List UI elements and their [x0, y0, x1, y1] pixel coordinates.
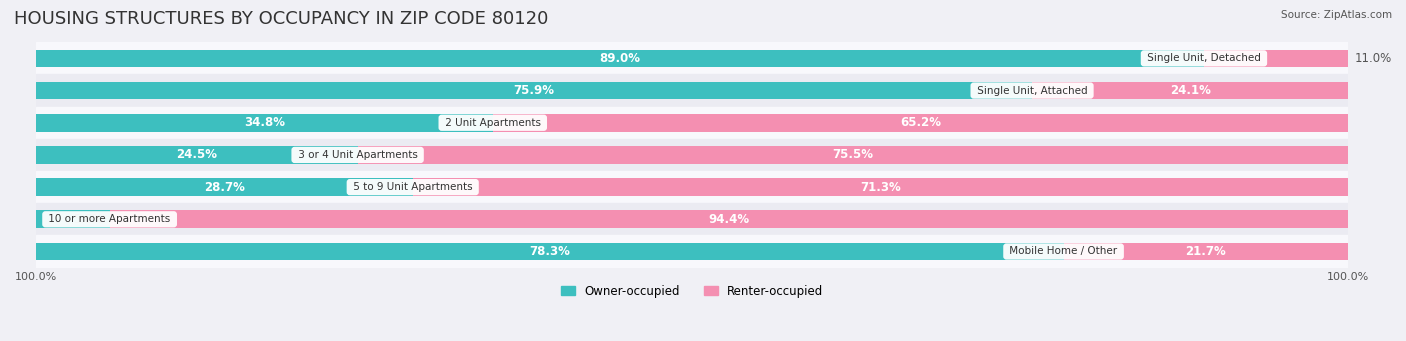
Bar [37, 243, 1063, 260]
Text: Mobile Home / Other: Mobile Home / Other [1007, 247, 1121, 256]
Bar [37, 139, 1348, 171]
Bar [37, 74, 1348, 107]
Bar [37, 203, 1348, 235]
Bar [37, 82, 1348, 100]
Text: 65.2%: 65.2% [900, 116, 941, 129]
Text: 2 Unit Apartments: 2 Unit Apartments [441, 118, 544, 128]
Text: 21.7%: 21.7% [1185, 245, 1226, 258]
Text: 24.5%: 24.5% [176, 148, 218, 161]
Text: 75.5%: 75.5% [832, 148, 873, 161]
Bar [357, 146, 1348, 164]
Bar [37, 42, 1348, 74]
Text: HOUSING STRUCTURES BY OCCUPANCY IN ZIP CODE 80120: HOUSING STRUCTURES BY OCCUPANCY IN ZIP C… [14, 10, 548, 28]
Bar [37, 243, 1348, 260]
Legend: Owner-occupied, Renter-occupied: Owner-occupied, Renter-occupied [557, 280, 828, 302]
Bar [37, 49, 1348, 67]
Bar [37, 178, 1348, 196]
Text: 78.3%: 78.3% [530, 245, 571, 258]
Text: 34.8%: 34.8% [245, 116, 285, 129]
Text: Single Unit, Detached: Single Unit, Detached [1144, 54, 1264, 63]
Bar [492, 114, 1348, 132]
Bar [37, 210, 1348, 228]
Text: 11.0%: 11.0% [1355, 52, 1392, 65]
Bar [1032, 82, 1348, 100]
Bar [37, 49, 1204, 67]
Text: 89.0%: 89.0% [599, 52, 641, 65]
Bar [1204, 49, 1348, 67]
Text: 5 to 9 Unit Apartments: 5 to 9 Unit Apartments [350, 182, 475, 192]
Text: 3 or 4 Unit Apartments: 3 or 4 Unit Apartments [294, 150, 420, 160]
Text: 5.6%: 5.6% [73, 213, 103, 226]
Text: Single Unit, Attached: Single Unit, Attached [973, 86, 1091, 95]
Bar [37, 82, 1032, 100]
Bar [37, 171, 1348, 203]
Bar [37, 107, 1348, 139]
Bar [37, 146, 1348, 164]
Bar [37, 114, 492, 132]
Bar [37, 178, 413, 196]
Bar [110, 210, 1348, 228]
Bar [413, 178, 1348, 196]
Bar [37, 114, 1348, 132]
Bar [37, 146, 357, 164]
Bar [1063, 243, 1348, 260]
Text: 28.7%: 28.7% [204, 181, 245, 194]
Text: 71.3%: 71.3% [860, 181, 901, 194]
Bar [37, 235, 1348, 268]
Text: 24.1%: 24.1% [1170, 84, 1211, 97]
Bar [37, 210, 110, 228]
Text: Source: ZipAtlas.com: Source: ZipAtlas.com [1281, 10, 1392, 20]
Text: 75.9%: 75.9% [513, 84, 554, 97]
Text: 94.4%: 94.4% [709, 213, 749, 226]
Text: 10 or more Apartments: 10 or more Apartments [45, 214, 174, 224]
